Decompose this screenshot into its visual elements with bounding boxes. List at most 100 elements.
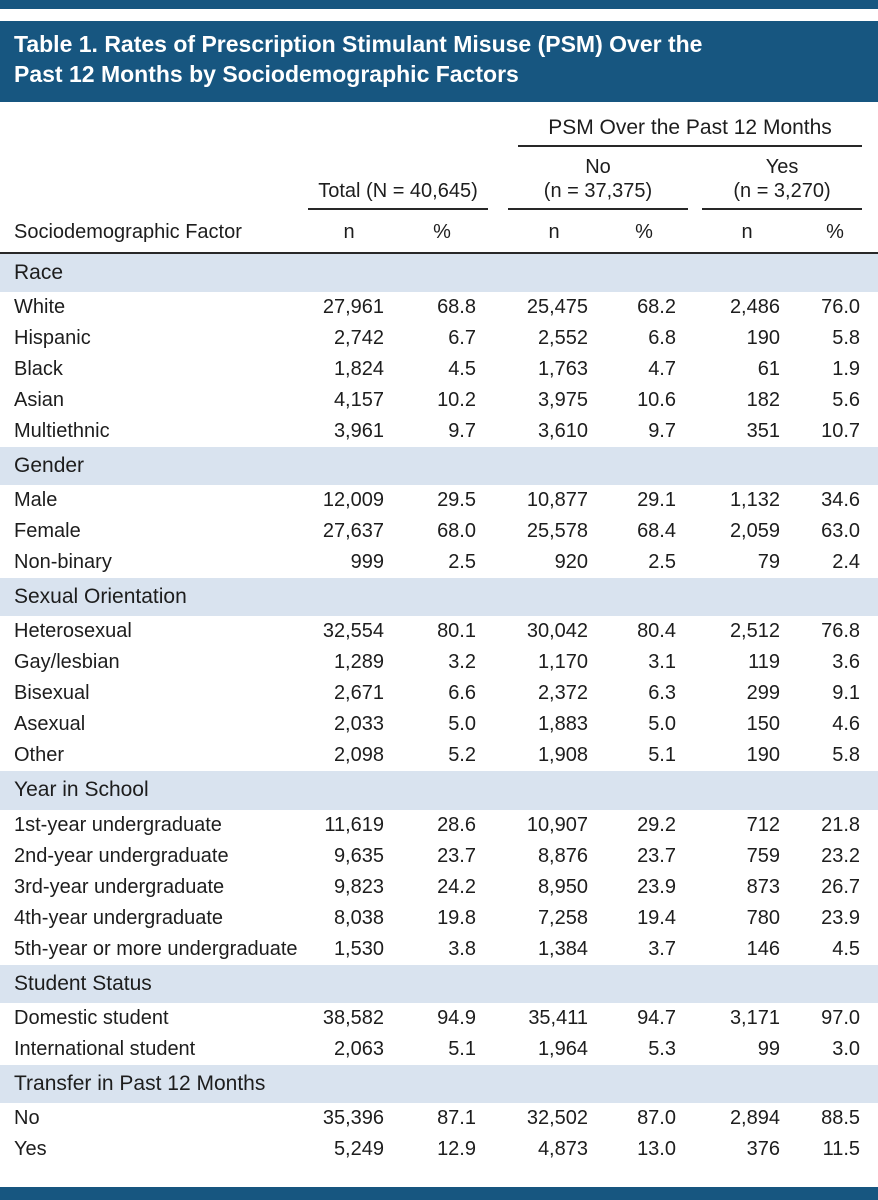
total-pct-cell: 3.2	[448, 651, 476, 674]
total-n-cell: 1,530	[333, 937, 384, 960]
total-n-cell: 9,823	[333, 875, 384, 898]
table-row: 3rd-year undergraduate 9,823 24.2 8,950 23.9…	[0, 872, 878, 903]
table-row: 4th-year undergraduate 8,038 19.8 7,258 19.4…	[0, 903, 878, 934]
yes-pct-cell: 23.2	[821, 844, 861, 867]
no-pct-cell: 29.2	[637, 813, 676, 836]
no-pct-column-header: %	[600, 209, 688, 254]
column-gap	[488, 1034, 508, 1065]
table-row: 1st-year undergraduate 11,619 28.6 10,907 29…	[0, 810, 878, 841]
row-label: Non-binary	[14, 551, 112, 574]
yes-group-header: Yes (n = 3,270)	[702, 147, 878, 210]
total-pct-cell: 12.9	[437, 1138, 476, 1161]
yes-n-cell: 873	[746, 875, 780, 898]
column-gap	[688, 709, 702, 740]
total-n-cell: 2,098	[333, 744, 384, 767]
column-gap	[488, 516, 508, 547]
total-pct-column-header: %	[396, 209, 488, 254]
no-n-cell: 920	[554, 551, 588, 574]
yes-pct-column-header: %	[792, 209, 878, 254]
column-gap	[488, 385, 508, 416]
total-pct-cell: 28.6	[437, 813, 476, 836]
section-header-row: Race	[0, 252, 878, 292]
no-pct-cell: 3.7	[648, 937, 676, 960]
no-n-column-header: n	[508, 209, 600, 254]
column-gap	[688, 354, 702, 385]
row-label: White	[14, 295, 66, 318]
section-title: Student Status	[0, 964, 878, 1003]
column-gap	[688, 903, 702, 934]
yes-pct-cell: 3.0	[832, 1037, 861, 1060]
yes-pct-cell: 5.8	[832, 326, 861, 349]
column-gap	[688, 616, 702, 647]
table-row: Heterosexual 32,554 80.1 30,042 80.4 2,512 76.…	[0, 616, 878, 647]
no-n-cell: 2,372	[537, 682, 588, 705]
row-label: Asian	[14, 388, 65, 411]
total-n-cell: 2,033	[333, 713, 384, 736]
row-label: 3rd-year undergraduate	[14, 875, 225, 898]
no-n-cell: 30,042	[526, 620, 588, 643]
yes-pct-cell: 1.9	[832, 357, 861, 380]
column-gap	[688, 841, 702, 872]
table-title-line-1: Table 1. Rates of Prescription Stimulant…	[14, 31, 703, 57]
column-gap	[488, 647, 508, 678]
yes-group-label-n: (n = 3,270)	[733, 180, 831, 203]
factor-column-header: Sociodemographic Factor	[0, 209, 302, 254]
yes-n-cell: 2,512	[729, 620, 780, 643]
row-label: International student	[14, 1037, 196, 1060]
yes-pct-cell: 11.5	[822, 1138, 861, 1161]
yes-n-cell: 146	[746, 937, 780, 960]
table-row: Black 1,824 4.5 1,763 4.7 61 1.9	[0, 354, 878, 385]
no-n-cell: 2,552	[537, 326, 588, 349]
row-label: Other	[14, 744, 65, 767]
yes-n-cell: 190	[746, 326, 780, 349]
column-gap	[488, 616, 508, 647]
row-label: Yes	[14, 1138, 47, 1161]
table-title-line-2: Past 12 Months by Sociodemographic Facto…	[14, 60, 519, 87]
column-gap	[488, 810, 508, 841]
total-pct-cell: 4.5	[448, 357, 476, 380]
table-row: Yes 5,249 12.9 4,873 13.0 376 11.5	[0, 1134, 878, 1165]
row-label: Hispanic	[14, 326, 91, 349]
yes-pct-cell: 76.0	[821, 295, 861, 318]
yes-pct-cell: 9.1	[832, 682, 861, 705]
table-row: International student 2,063 5.1 1,964 5.3 99 3…	[0, 1034, 878, 1065]
total-pct-cell: 24.2	[437, 875, 476, 898]
column-gap	[688, 292, 702, 323]
column-gap	[488, 547, 508, 578]
table-row: 5th-year or more undergraduate 1,530 3.8 1,…	[0, 934, 878, 965]
no-n-cell: 1,908	[537, 744, 588, 767]
section-header-row: Gender	[0, 446, 878, 486]
no-n-cell: 3,610	[537, 419, 588, 442]
no-pct-cell: 10.6	[637, 388, 676, 411]
no-pct-cell: 2.5	[648, 551, 676, 574]
no-n-cell: 35,411	[528, 1006, 588, 1029]
section-header-row: Student Status	[0, 964, 878, 1003]
yes-n-cell: 712	[746, 813, 780, 836]
yes-pct-cell: 26.7	[821, 875, 861, 898]
yes-n-cell: 190	[746, 744, 780, 767]
column-gap	[688, 1103, 702, 1134]
yes-pct-cell: 63.0	[821, 520, 861, 543]
table-title-banner: Table 1. Rates of Prescription Stimulant…	[0, 21, 878, 102]
column-gap	[488, 323, 508, 354]
column-gap	[688, 647, 702, 678]
yes-n-cell: 1,132	[729, 489, 780, 512]
total-n-cell: 11,619	[324, 813, 384, 836]
total-pct-cell: 80.1	[437, 620, 476, 643]
header-blank-cell	[0, 112, 508, 147]
column-gap	[688, 872, 702, 903]
section-title: Race	[0, 252, 878, 292]
column-gap	[688, 1134, 702, 1165]
row-label: Heterosexual	[14, 620, 132, 643]
total-n-cell: 2,063	[333, 1037, 384, 1060]
total-n-cell: 2,671	[333, 682, 384, 705]
row-label: 1st-year undergraduate	[14, 813, 222, 836]
total-n-cell: 3,961	[333, 419, 384, 442]
section-header-row: Sexual Orientation	[0, 578, 878, 617]
yes-pct-cell: 4.5	[832, 937, 861, 960]
row-label: Male	[14, 489, 58, 512]
row-label: No	[14, 1107, 40, 1130]
header-columns-row: Sociodemographic Factor n % n % n %	[0, 209, 878, 254]
total-n-cell: 8,038	[333, 906, 384, 929]
sociodemographic-table: PSM Over the Past 12 Months Total (N = 4…	[0, 112, 878, 1165]
